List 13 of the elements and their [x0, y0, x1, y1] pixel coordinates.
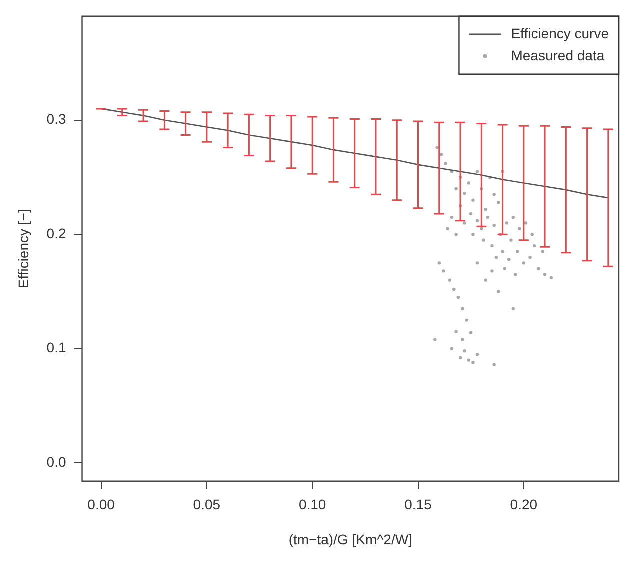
legend-label: Efficiency curve — [511, 25, 610, 42]
x-axis-title: (tm−ta)/G [Km^2/W] — [288, 531, 412, 548]
y-tick-label: 0.2 — [46, 225, 66, 242]
x-tick-label: 0.10 — [298, 496, 326, 513]
x-tick-label: 0.00 — [88, 496, 116, 513]
y-tick-label: 0.3 — [46, 111, 66, 128]
x-tick-label: 0.20 — [510, 496, 538, 513]
y-tick-label: 0.1 — [46, 340, 66, 356]
x-tick-label: 0.15 — [404, 496, 432, 513]
legend-label: Measured data — [511, 47, 605, 64]
x-tick-label: 0.05 — [193, 496, 221, 513]
y-tick-label: 0.0 — [46, 454, 66, 470]
y-axis-title: Efficiency [−] — [15, 209, 32, 289]
